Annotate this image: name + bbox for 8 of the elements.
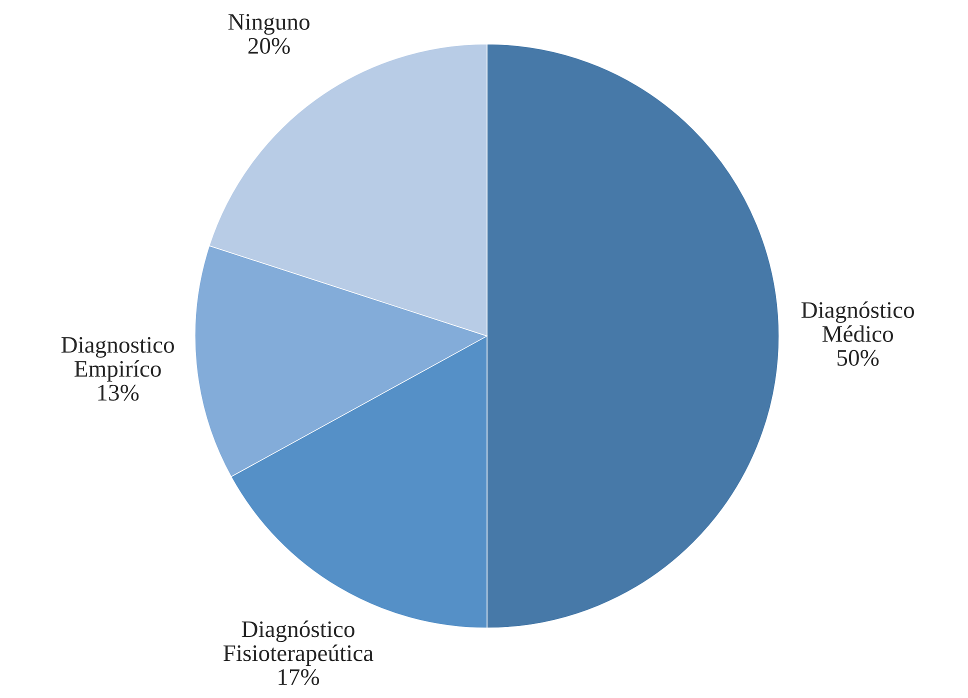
slice-label: Ninguno xyxy=(228,14,310,35)
slice-label: Diagnóstico Médico xyxy=(801,301,914,342)
data-label: 13% xyxy=(98,384,139,401)
data-label: 50% xyxy=(838,350,879,366)
slice-label: Diagnóstico Fisioterapeútica xyxy=(224,620,374,666)
data-label: 20% xyxy=(248,38,290,54)
slice-label: Diagnostico Empiríco xyxy=(61,336,174,382)
data-label: 17% xyxy=(278,669,320,686)
